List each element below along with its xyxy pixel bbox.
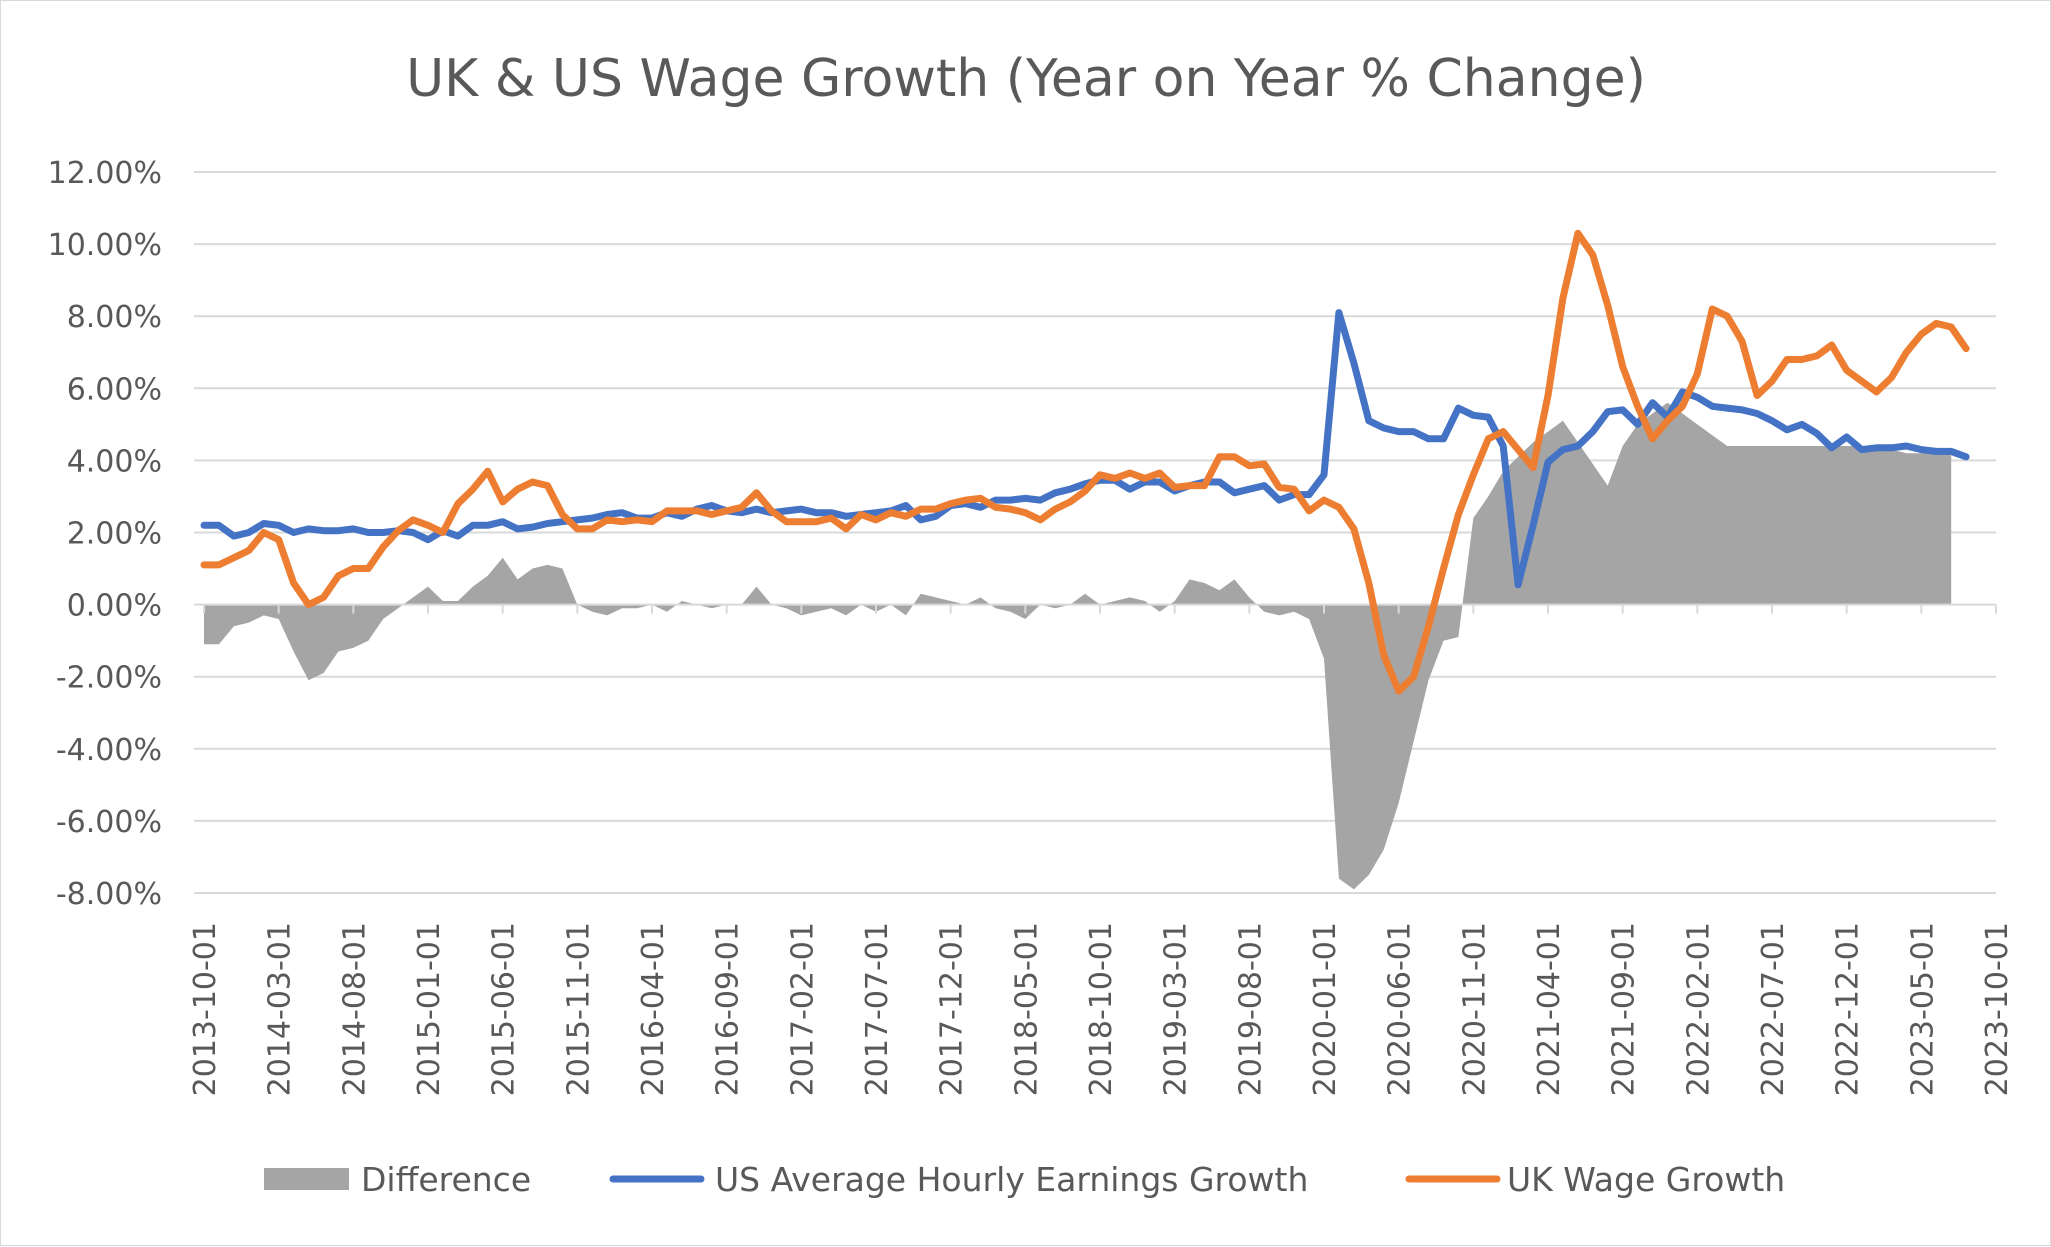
x-tick-label: 2018-10-01: [1084, 922, 1119, 1096]
legend-label-difference: Difference: [361, 1160, 531, 1199]
series-line-us-average-hourly-earnings-growth: [200, 309, 1970, 589]
series-line-uk-wage-growth: [200, 229, 1970, 695]
line-layer: [200, 229, 1970, 695]
y-tick-label: 8.00%: [67, 300, 162, 335]
y-tick-label: -8.00%: [56, 877, 162, 912]
x-tick-label: 2015-06-01: [487, 922, 522, 1096]
x-axis-tick-labels: 2013-10-01 2014-03-01 2014-08-01 2015-01-01…: [188, 922, 2015, 1096]
chart-title: UK & US Wage Growth (Year on Year % Chan…: [406, 49, 1646, 109]
x-tick-label: 2018-05-01: [1009, 922, 1044, 1096]
legend-label-uk-wage-growth: UK Wage Growth: [1507, 1160, 1785, 1199]
y-axis-tick-labels: 12.00% 10.00% 8.00% 6.00% 4.00% 2.00% 0.00% -2.…: [48, 156, 162, 912]
x-tick-label: 2020-06-01: [1383, 922, 1418, 1096]
x-tick-label: 2020-01-01: [1308, 922, 1343, 1096]
y-tick-label: 12.00%: [48, 156, 162, 191]
x-tick-label: 2017-07-01: [860, 922, 895, 1096]
x-tick-label: 2015-11-01: [561, 922, 596, 1096]
x-tick-label: 2017-12-01: [935, 922, 970, 1096]
x-tick-label: 2020-11-01: [1457, 922, 1492, 1096]
x-tick-label: 2016-09-01: [711, 922, 746, 1096]
x-tick-label: 2013-10-01: [188, 922, 223, 1096]
y-tick-label: 6.00%: [67, 372, 162, 407]
x-tick-label: 2022-12-01: [1831, 922, 1866, 1096]
x-tick-label: 2022-07-01: [1756, 922, 1791, 1096]
x-tick-label: 2016-04-01: [636, 922, 671, 1096]
legend-swatch-difference: [264, 1168, 349, 1190]
x-tick-label: 2023-05-01: [1905, 922, 1940, 1096]
x-tick-label: 2014-03-01: [263, 922, 298, 1096]
y-tick-label: -6.00%: [56, 805, 162, 840]
x-tick-label: 2019-03-01: [1159, 922, 1194, 1096]
y-tick-label: 4.00%: [67, 444, 162, 479]
x-tick-label: 2015-01-01: [412, 922, 447, 1096]
x-tick-label: 2014-08-01: [337, 922, 372, 1096]
gridlines: [194, 171, 1996, 894]
y-tick-label: 10.00%: [48, 228, 162, 263]
x-tick-label: 2022-02-01: [1681, 922, 1716, 1096]
x-tick-label: 2019-08-01: [1233, 922, 1268, 1096]
y-tick-label: 2.00%: [67, 517, 162, 552]
x-tick-label: 2017-02-01: [785, 922, 820, 1096]
x-axis: [194, 603, 1997, 614]
legend: Difference US Average Hourly Earnings Gro…: [264, 1160, 1785, 1199]
series-area-difference: [204, 402, 1952, 890]
y-tick-label: 0.00%: [67, 589, 162, 624]
y-tick-label: -4.00%: [56, 733, 162, 768]
x-tick-label: 2023-10-01: [1980, 922, 2015, 1096]
area-layer: [204, 402, 1952, 890]
y-tick-label: -2.00%: [56, 661, 162, 696]
legend-label-us-average-hourly-earnings-growth: US Average Hourly Earnings Growth: [715, 1160, 1308, 1199]
x-tick-label: 2021-09-01: [1607, 922, 1642, 1096]
x-tick-label: 2021-04-01: [1532, 922, 1567, 1096]
